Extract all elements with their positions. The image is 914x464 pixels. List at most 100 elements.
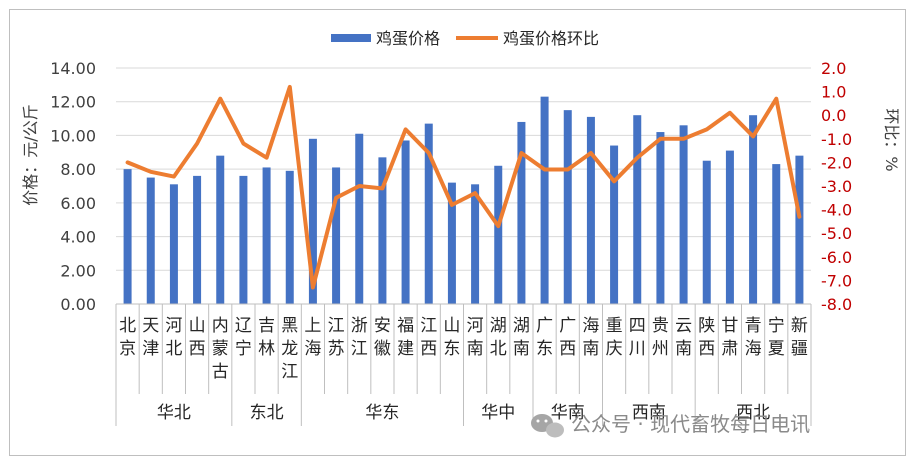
category-label: 广 <box>559 316 576 336</box>
bar <box>169 184 178 304</box>
line-point <box>752 135 754 137</box>
category-label: 海 <box>745 339 762 359</box>
line-point <box>150 171 152 173</box>
line-point <box>474 192 476 194</box>
bar <box>332 167 341 304</box>
right-tick-label: -7.0 <box>821 271 852 290</box>
category-label: 龙 <box>281 339 298 359</box>
left-tick-label: 0.00 <box>60 295 96 314</box>
category-label: 南 <box>582 339 599 359</box>
line-point <box>381 187 383 189</box>
category-label: 北 <box>119 316 136 336</box>
bar <box>772 164 781 304</box>
legend: 鸡蛋价格 鸡蛋价格环比 <box>331 29 599 48</box>
bar <box>378 157 387 304</box>
left-tick-label: 10.00 <box>50 126 96 145</box>
bar <box>447 182 456 304</box>
category-label: 新 <box>791 316 808 336</box>
category-label: 湖 <box>490 316 507 336</box>
right-axis-title: 环比：% <box>882 108 901 171</box>
category-label: 四 <box>629 316 646 336</box>
category-label: 广 <box>536 316 553 336</box>
region-label: 东北 <box>250 403 284 423</box>
line-point <box>127 161 129 163</box>
category-label: 湖 <box>513 316 530 336</box>
bar <box>679 125 688 304</box>
category-label: 福 <box>397 316 414 336</box>
bar <box>563 110 572 305</box>
wechat-icon <box>531 414 564 438</box>
category-label: 北 <box>165 339 182 359</box>
right-tick-label: -8.0 <box>821 295 852 314</box>
region-label: 西南 <box>632 403 666 423</box>
category-label: 宁 <box>768 316 785 336</box>
category-label: 江 <box>281 362 298 382</box>
line-point <box>497 225 499 227</box>
bar <box>308 138 317 304</box>
line-point <box>590 152 592 154</box>
bar <box>471 184 480 304</box>
right-tick-label: -6.0 <box>821 248 852 267</box>
line-point <box>335 197 337 199</box>
line-point <box>567 168 569 170</box>
category-label: 庆 <box>606 339 623 359</box>
bar <box>586 116 595 304</box>
category-label: 徽 <box>374 339 391 359</box>
bar <box>239 175 248 304</box>
legend-label-mom: 鸡蛋价格环比 <box>503 29 599 48</box>
bar <box>795 155 804 304</box>
left-axis-title: 价格：元/公斤 <box>21 104 40 205</box>
line-point <box>775 98 777 100</box>
region-label: 西北 <box>736 403 770 423</box>
bar <box>262 167 271 304</box>
category-label: 西 <box>420 339 437 359</box>
category-label: 吉 <box>258 316 275 336</box>
category-label: 肃 <box>721 339 738 359</box>
region-label: 华中 <box>481 403 515 423</box>
category-label: 西 <box>698 339 715 359</box>
bar <box>540 96 549 305</box>
region-labels: 华北 东北 华东 华中 华南 西南 西北 <box>157 403 770 423</box>
bar <box>610 145 619 304</box>
bar <box>517 121 526 304</box>
category-label: 夏 <box>768 339 785 359</box>
category-label: 陕 <box>698 316 715 336</box>
right-tick-label: -4.0 <box>821 201 852 220</box>
right-tick-label: 2.0 <box>821 59 846 78</box>
category-label: 疆 <box>791 339 808 359</box>
line-point <box>659 138 661 140</box>
watermark: 公众号 · 现代畜牧每日电讯 <box>531 412 810 438</box>
line-point <box>242 143 244 145</box>
right-tick-label: -1.0 <box>821 130 852 149</box>
bar <box>725 150 734 304</box>
category-label: 青 <box>745 316 762 336</box>
category-label: 海 <box>582 316 599 336</box>
left-axis-ticks: 0.00 2.00 4.00 6.00 8.00 10.00 12.00 14.00 <box>50 59 96 314</box>
line-point <box>405 128 407 130</box>
category-label: 州 <box>652 339 669 359</box>
category-label: 贵 <box>652 316 669 336</box>
line-point <box>729 112 731 114</box>
category-label: 古 <box>212 362 229 382</box>
category-label: 河 <box>467 316 484 336</box>
category-label: 黑 <box>281 316 298 336</box>
category-label: 河 <box>165 316 182 336</box>
region-label: 华东 <box>365 403 399 423</box>
price-bars <box>123 96 804 305</box>
bar <box>702 160 711 304</box>
category-label: 江 <box>420 316 437 336</box>
line-point <box>613 180 615 182</box>
left-tick-label: 6.00 <box>60 194 96 213</box>
right-tick-label: 1.0 <box>821 83 846 102</box>
category-label: 西 <box>559 339 576 359</box>
category-label: 苏 <box>328 339 345 359</box>
left-tick-label: 2.00 <box>60 261 96 280</box>
category-label: 浙 <box>351 316 368 336</box>
right-tick-label: -2.0 <box>821 153 852 172</box>
axes <box>115 303 812 426</box>
category-label: 山 <box>443 316 460 336</box>
category-label: 江 <box>351 339 368 359</box>
line-point <box>196 143 198 145</box>
category-label: 南 <box>513 339 530 359</box>
category-label: 北 <box>490 339 507 359</box>
